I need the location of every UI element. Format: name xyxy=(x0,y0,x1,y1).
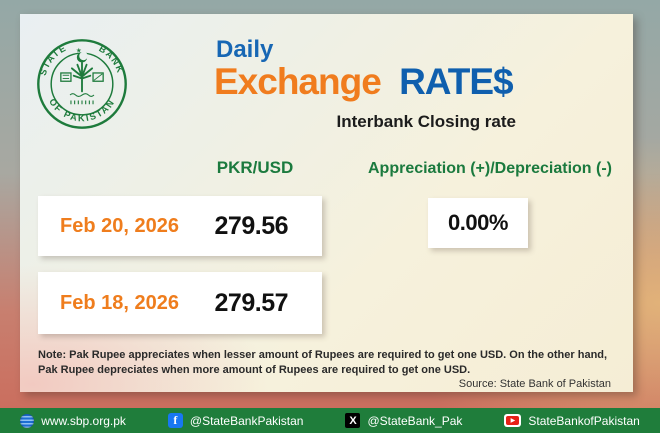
palm-tree-icon xyxy=(70,61,94,93)
crescent-star-icon: ★ xyxy=(76,47,88,63)
logo-outer-ring xyxy=(37,39,127,129)
facebook-icon: f xyxy=(167,413,183,428)
youtube-play-icon: ▶ xyxy=(506,416,520,425)
change-box: 0.00% xyxy=(428,198,528,248)
row-rate-value: 279.57 xyxy=(214,288,289,317)
source-attribution: Source: State Bank of Pakistan xyxy=(458,378,611,390)
globe-icon xyxy=(20,413,35,428)
subtitle-interbank: Interbank Closing rate xyxy=(336,112,516,131)
row-rate-value: 279.56 xyxy=(214,211,289,240)
facebook-handle: @StateBankPakistan xyxy=(189,413,304,428)
facebook-link[interactable]: f @StateBankPakistan xyxy=(167,413,304,428)
website-url: www.sbp.org.pk xyxy=(41,413,126,428)
row-date: Feb 18, 2026 xyxy=(60,291,179,314)
rate-row-feb-20: Feb 20, 2026 279.56 xyxy=(38,196,322,256)
note-text: Note: Pak Rupee appreciates when lesser … xyxy=(38,349,608,376)
website-link[interactable]: www.sbp.org.pk xyxy=(20,413,126,428)
kicker-daily: Daily xyxy=(216,36,274,63)
page-title: Exchange RATE$ xyxy=(214,61,514,103)
row-date: Feb 20, 2026 xyxy=(60,214,179,237)
svg-text:★: ★ xyxy=(76,47,82,54)
change-value: 0.00% xyxy=(448,210,508,235)
x-link[interactable]: X @StateBank_Pak xyxy=(345,413,462,428)
youtube-link[interactable]: ▶ StateBankofPakistan xyxy=(504,413,640,428)
title-rates: RATE$ xyxy=(399,61,514,102)
flag-icon xyxy=(60,72,72,82)
x-icon: X xyxy=(345,413,361,428)
x-handle: @StateBank_Pak xyxy=(367,413,463,428)
social-footer-bar: www.sbp.org.pk f @StateBankPakistan X @S… xyxy=(0,408,660,433)
youtube-handle: StateBankofPakistan xyxy=(528,413,640,428)
sbp-logo: STATE BANK OF PAKISTAN ★ xyxy=(37,39,127,129)
content-card: STATE BANK OF PAKISTAN ★ xyxy=(20,14,633,392)
logo-base-marks xyxy=(69,93,95,105)
column-header-appreciation: Appreciation (+)/Depreciation (-) xyxy=(367,160,613,177)
column-header-pkr-usd: PKR/USD xyxy=(216,158,294,177)
title-exchange: Exchange xyxy=(214,61,382,102)
youtube-icon: ▶ xyxy=(504,414,522,427)
rate-row-feb-18: Feb 18, 2026 279.57 xyxy=(38,272,322,334)
shield-icon xyxy=(92,72,104,82)
